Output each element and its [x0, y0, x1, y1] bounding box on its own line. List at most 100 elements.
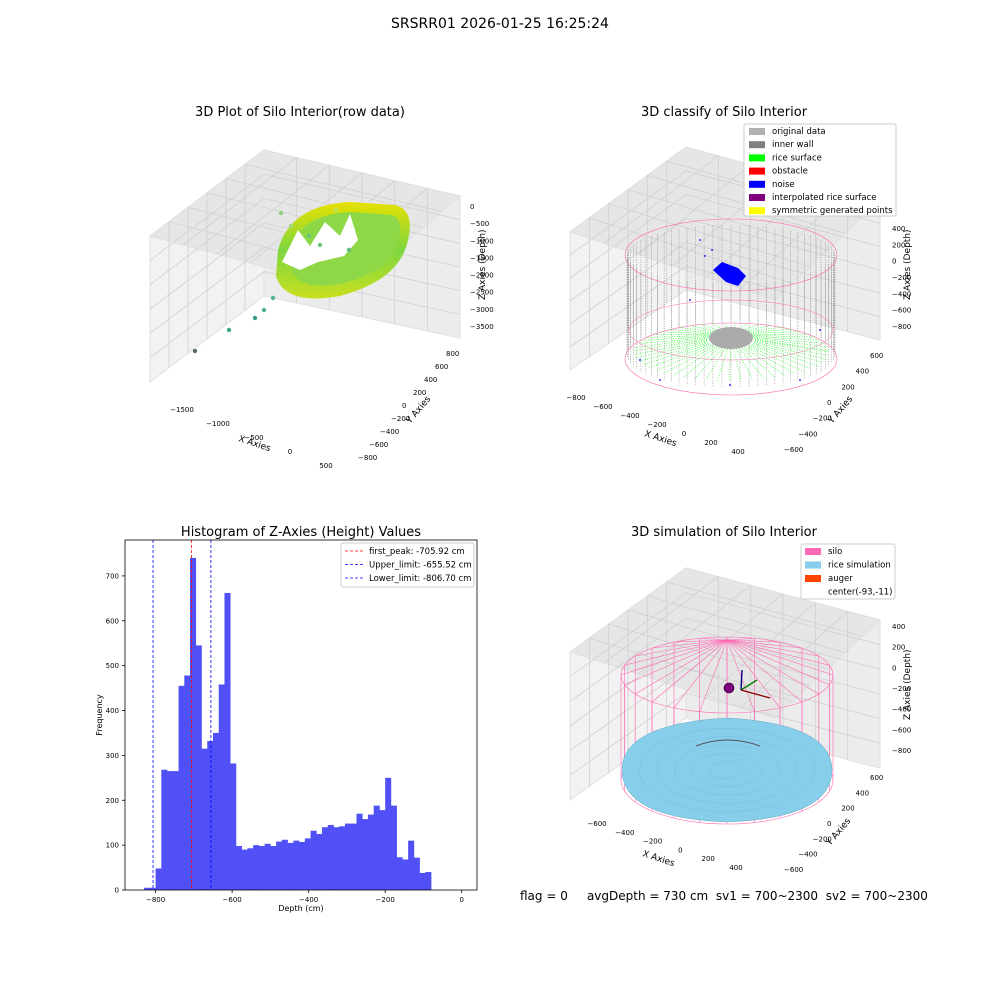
- hist-xtick-label: 0: [459, 896, 463, 904]
- cls-ytick-label: −600: [784, 446, 803, 454]
- sim-ytick-label: 200: [841, 805, 854, 813]
- sim-silo-roof-rib: [726, 639, 830, 666]
- cls-rice-ray: [633, 339, 708, 352]
- hist-bar: [144, 887, 151, 890]
- sim-xtick-label: −600: [587, 820, 606, 828]
- cls-rice-ray: [705, 348, 726, 381]
- sim-ztick-label: 400: [892, 623, 905, 631]
- sim-zlabel: Z Axies (Depth): [903, 649, 913, 720]
- hist-ytick-label: 400: [106, 707, 119, 715]
- hist-bar: [304, 838, 311, 890]
- cls-xtick-label: 200: [704, 439, 717, 447]
- sim-xtick-label: 0: [678, 846, 682, 854]
- sim-silo-roof-rib: [726, 637, 755, 641]
- hist-xtick-label: −800: [146, 896, 165, 904]
- hist-bar: [287, 842, 294, 890]
- raw-outlier-point: [226, 327, 232, 333]
- raw-ztick-label: −3500: [470, 323, 494, 331]
- cls-silo-bottom: [624, 322, 838, 396]
- cls-rice-ray: [741, 347, 776, 379]
- cls-ytick-label: −200: [813, 415, 832, 423]
- raw-ytick-label: −600: [369, 441, 388, 449]
- hist-bar: [201, 748, 208, 890]
- cls-noise-point: [711, 249, 713, 251]
- sim-rice-surface: [621, 717, 833, 823]
- hist-bar: [402, 859, 409, 890]
- hist-bar: [235, 846, 242, 890]
- cls-legend-label: interpolated rice surface: [772, 193, 877, 203]
- hist-bar: [310, 830, 317, 890]
- cls-rice-ray: [717, 348, 728, 381]
- cls-rice-ray: [754, 340, 829, 356]
- raw-ytick-label: 600: [435, 363, 448, 371]
- sim-xlabel: X Axies: [641, 849, 676, 869]
- raw-ztick-label: 0: [470, 203, 474, 211]
- hist-bar: [167, 771, 174, 890]
- cls-rice-ray: [673, 347, 718, 376]
- cls-rice-ray: [745, 328, 792, 334]
- sim-ytick-label: 400: [856, 789, 869, 797]
- sim-silo-roof-rib: [673, 639, 728, 643]
- avg-depth-text: avgDepth = 730 cm: [586, 889, 709, 903]
- cls-center-cone: [709, 327, 753, 349]
- cls-rice-ray: [664, 346, 715, 374]
- hist-bar: [408, 840, 415, 890]
- cls-xtick-label: 400: [731, 448, 744, 456]
- cls-legend-swatch: [749, 180, 765, 188]
- panel-classify: 3D classify of Silo Interior −800 −600 −400…: [566, 105, 913, 456]
- cls-noise-point: [704, 255, 706, 257]
- hist-bar: [385, 777, 392, 890]
- sim-silo-roof-rib: [652, 639, 728, 649]
- sim-rice-ring: [656, 736, 798, 804]
- cls-legend-label: symmetric generated points: [772, 206, 893, 216]
- raw-outlier-point: [288, 223, 294, 229]
- raw-outlier-point: [346, 247, 352, 253]
- cls-ytick-label: 400: [856, 368, 869, 376]
- hist-bar: [390, 805, 397, 890]
- hist-ytick-label: 0: [115, 887, 119, 895]
- panel-histogram: Histogram of Z-Axies (Height) Values Dept…: [95, 525, 478, 913]
- sim-rice-ring: [674, 744, 780, 796]
- raw-ztick-label: −2000: [470, 272, 494, 280]
- hist-bar: [184, 675, 191, 890]
- sim-gridline-x: [666, 581, 863, 732]
- raw-ztick-label: −3000: [470, 306, 494, 314]
- sim-legend-swatch: [805, 575, 821, 582]
- raw-gap: [282, 214, 358, 270]
- raw-outlier-point: [278, 210, 284, 216]
- cls-rice-ray: [751, 335, 816, 338]
- raw-ztick-label: −2500: [470, 289, 494, 297]
- sim-silo-roof-rib: [651, 639, 728, 703]
- raw-outlier-point: [270, 295, 276, 301]
- sim-rice-center-dip: [695, 739, 761, 747]
- sim-silo-roof-rib: [726, 639, 830, 686]
- hist-bar: [299, 841, 306, 890]
- cls-legend-swatch: [749, 194, 765, 201]
- sim-rice-ring: [639, 728, 815, 812]
- sim-silo-roof-rib: [673, 639, 728, 709]
- cls-noise-point: [799, 379, 801, 381]
- hist-xtick-label: −600: [223, 896, 242, 904]
- hist-bar: [367, 814, 374, 890]
- raw-ytick-label: −200: [391, 415, 410, 423]
- cls-legend-swatch: [749, 128, 765, 135]
- cls-ytick-label: 600: [870, 352, 883, 360]
- cls-ztick-label: −400: [892, 290, 911, 298]
- panel-raw-title: 3D Plot of Silo Interior(row data): [195, 105, 405, 120]
- raw-xtick-label: −1500: [170, 406, 194, 414]
- cls-legend-label: obstacle: [772, 167, 808, 177]
- cls-legend-swatch: [749, 207, 765, 215]
- cls-rice-ray: [753, 337, 825, 344]
- cls-rice-ray: [744, 347, 786, 377]
- hist-bar: [258, 846, 265, 890]
- cls-rice-ray: [753, 342, 823, 363]
- hist-bar: [373, 805, 380, 890]
- sim-silo-roof-rib: [726, 639, 802, 649]
- cls-rice-ray: [648, 344, 711, 369]
- cls-silo-mid: [628, 299, 834, 361]
- raw-outlier-point: [317, 242, 323, 248]
- sim-axis-y: [740, 679, 758, 691]
- cls-silo-top: [624, 218, 838, 292]
- sim-ytick-label: 0: [827, 820, 831, 828]
- sim-rice-ring: [709, 761, 745, 779]
